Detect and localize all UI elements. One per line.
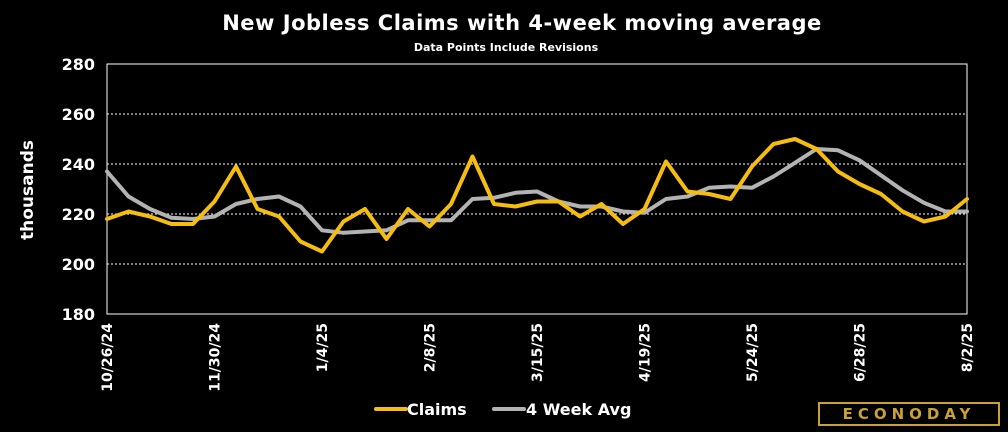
- x-tick-label: 8/2/25: [960, 323, 976, 372]
- chart-title: New Jobless Claims with 4-week moving av…: [222, 11, 822, 35]
- y-tick-label: 260: [62, 105, 95, 124]
- legend: Claims 4 Week Avg: [374, 400, 631, 419]
- y-tick-label: 280: [62, 55, 95, 74]
- x-tick-label: 1/4/25: [315, 323, 331, 372]
- y-tick-label: 240: [62, 155, 95, 174]
- plot-area-border: [106, 63, 968, 315]
- y-axis-ticks: 180 200 220 240 260 280: [62, 55, 95, 324]
- avg-line: [105, 147, 969, 235]
- y-tick-label: 180: [62, 305, 95, 324]
- x-tick-label: 5/24/25: [745, 323, 761, 382]
- x-tick-label: 6/28/25: [853, 323, 869, 382]
- y-tick-label: 220: [62, 205, 95, 224]
- x-tick-label: 4/19/25: [638, 323, 654, 382]
- logo-text: ECONODAY: [842, 405, 976, 423]
- y-axis-label: thousands: [18, 140, 38, 240]
- y-tick-label: 200: [62, 255, 95, 274]
- econoday-logo: ECONODAY: [818, 402, 1000, 426]
- grid-lines: [107, 113, 967, 265]
- x-tick-label: 3/15/25: [530, 323, 546, 382]
- claims-line: [105, 137, 969, 254]
- series-lines: [105, 137, 969, 254]
- chart-subtitle: Data Points Include Revisions: [414, 41, 599, 54]
- x-tick-label: 2/8/25: [423, 323, 439, 372]
- legend-claims-label: Claims: [407, 400, 467, 419]
- x-tick-label: 10/26/24: [100, 323, 116, 392]
- x-tick-label: 11/30/24: [208, 323, 224, 392]
- legend-avg-label: 4 Week Avg: [526, 400, 631, 419]
- x-axis-ticks: 10/26/24 11/30/24 1/4/25 2/8/25 3/15/25 4/19/…: [100, 323, 976, 392]
